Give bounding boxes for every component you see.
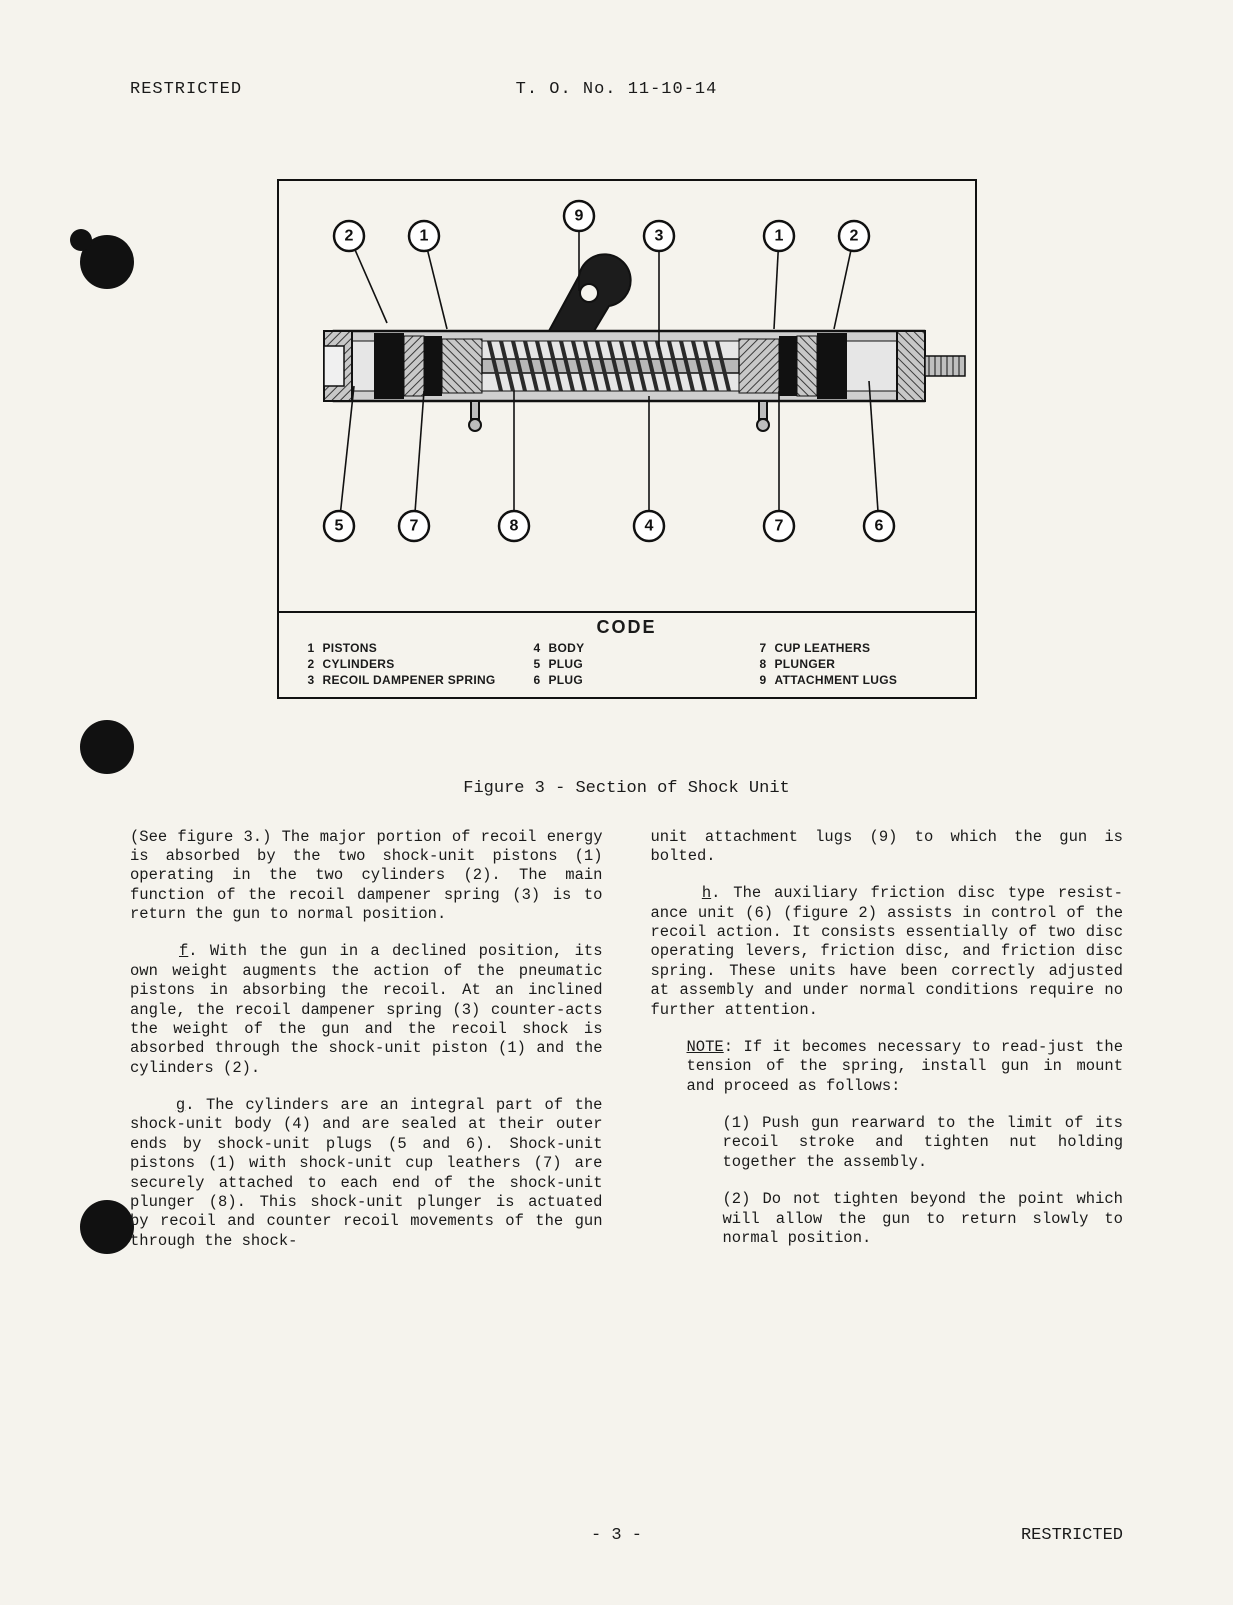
classification-right: RESTRICTED <box>1021 1526 1123 1545</box>
figure-3-box: 2 1 9 3 1 2 5 7 8 4 7 6 CODE 1PISTONS 2CYLINDERS 3… <box>277 179 977 699</box>
svg-text:9: 9 <box>574 208 583 225</box>
svg-text:7: 7 <box>409 518 418 535</box>
page-footer: - 3 - RESTRICTED <box>0 1526 1233 1545</box>
para-f: f. With the gun in a declined position, … <box>130 942 603 1078</box>
code-col-2: 4BODY 5PLUG 6PLUG <box>529 640 725 689</box>
svg-text:8: 8 <box>509 518 518 535</box>
figure-code-legend: CODE 1PISTONS 2CYLINDERS 3RECOIL DAMPENE… <box>279 611 975 697</box>
note: NOTE: If it becomes necessary to read-ju… <box>687 1038 1124 1096</box>
code-heading: CODE <box>303 617 951 638</box>
svg-text:5: 5 <box>334 518 343 535</box>
page: RESTRICTED T. O. No. 11-10-14 <box>0 0 1233 1605</box>
code-col-3: 7CUP LEATHERS 8PLUNGER 9ATTACHMENT LUGS <box>755 640 951 689</box>
page-header: RESTRICTED T. O. No. 11-10-14 <box>130 80 1123 99</box>
step-1: (1) Push gun rearward to the limit of it… <box>723 1114 1124 1172</box>
page-number: - 3 - <box>591 1526 642 1545</box>
step-2: (2) Do not tighten beyond the point whic… <box>723 1190 1124 1248</box>
tech-order-number: T. O. No. 11-10-14 <box>516 80 718 99</box>
svg-text:6: 6 <box>874 518 883 535</box>
figure-caption: Figure 3 - Section of Shock Unit <box>130 779 1123 798</box>
svg-text:2: 2 <box>849 228 858 245</box>
code-col-1: 1PISTONS 2CYLINDERS 3RECOIL DAMPENER SPR… <box>303 640 499 689</box>
svg-text:2: 2 <box>344 228 353 245</box>
para-intro: (See figure 3.) The major portion of rec… <box>130 828 603 925</box>
svg-text:7: 7 <box>774 518 783 535</box>
para-g-cont: unit attachment lugs (9) to which the gu… <box>651 828 1124 867</box>
shock-unit-diagram: 2 1 9 3 1 2 5 7 8 4 7 6 <box>279 181 975 611</box>
svg-text:1: 1 <box>774 228 783 245</box>
attachment-lug <box>549 254 631 331</box>
svg-text:4: 4 <box>644 518 653 535</box>
body-text: (See figure 3.) The major portion of rec… <box>130 828 1123 1268</box>
svg-text:3: 3 <box>654 228 663 245</box>
classification-left: RESTRICTED <box>130 80 242 99</box>
svg-text:1: 1 <box>419 228 428 245</box>
para-h: h. The auxiliary friction disc type resi… <box>651 884 1124 1020</box>
para-g: g. The cylinders are an integral part of… <box>130 1096 603 1251</box>
